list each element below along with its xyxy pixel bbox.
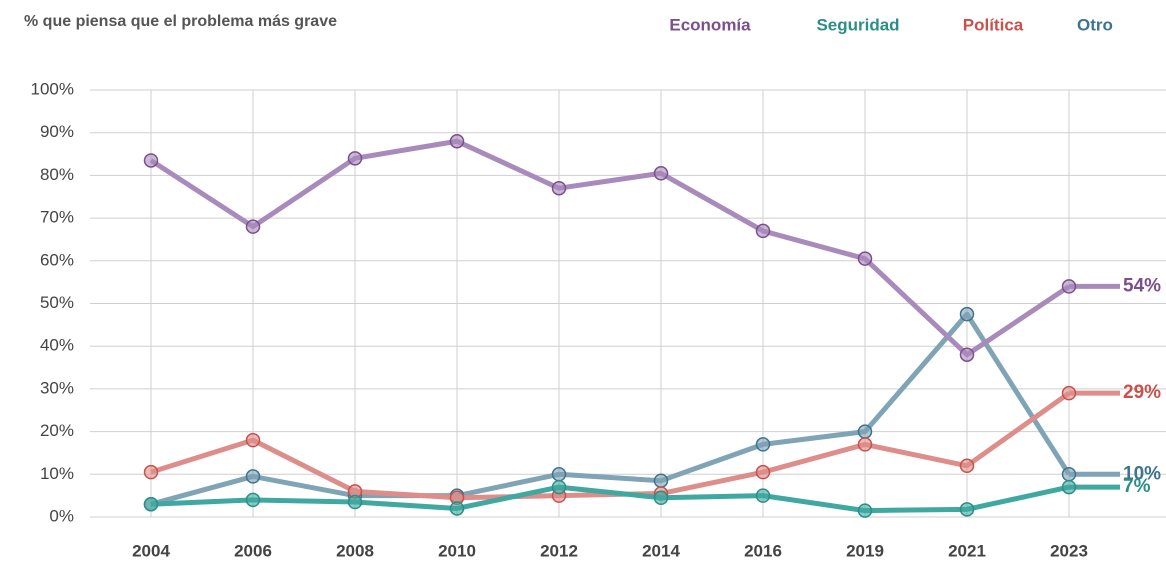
point <box>245 469 261 484</box>
point <box>347 151 363 166</box>
point <box>857 437 873 452</box>
end-label: 54% <box>1123 275 1161 296</box>
x-tick-label: 2014 <box>642 541 680 560</box>
y-tick-label: 0% <box>49 506 74 525</box>
x-tick-label: 2006 <box>234 541 272 560</box>
x-tick-label: 2008 <box>336 541 374 560</box>
x-tick-label: 2021 <box>948 541 986 560</box>
y-tick-label: 60% <box>40 250 74 269</box>
point <box>245 219 261 234</box>
point <box>857 503 873 518</box>
point <box>653 166 669 181</box>
point <box>143 153 159 168</box>
series-line <box>149 138 1071 358</box>
legend-entry: Seguridad <box>816 15 899 34</box>
legend-entry: Economía <box>669 15 751 34</box>
point <box>653 490 669 506</box>
point <box>449 501 465 516</box>
y-tick-label: 50% <box>40 293 74 312</box>
point <box>959 347 975 362</box>
end-label: 10% <box>1123 463 1161 484</box>
end-label: 7% <box>1123 476 1151 497</box>
x-tick-label: 2012 <box>540 541 578 560</box>
point <box>959 458 975 474</box>
y-tick-label: 70% <box>40 208 74 227</box>
y-tick-label: 100% <box>31 79 74 98</box>
subtitle: % que piensa que el problema más grave <box>24 13 337 30</box>
point <box>959 502 975 517</box>
point <box>449 133 465 149</box>
series-line <box>150 311 1072 507</box>
point <box>551 180 567 196</box>
y-tick-label: 20% <box>40 421 74 440</box>
x-tick-label: 2010 <box>438 541 476 560</box>
x-tick-label: 2004 <box>132 541 170 560</box>
point <box>143 464 159 480</box>
y-tick-label: 40% <box>40 336 74 355</box>
point <box>857 424 873 439</box>
point <box>1061 479 1077 495</box>
x-tick-label: 2019 <box>846 541 884 560</box>
point <box>1061 279 1077 294</box>
point <box>959 306 975 322</box>
point <box>245 432 261 448</box>
x-tick-label: 2016 <box>744 541 782 560</box>
point <box>755 223 771 239</box>
point <box>755 464 771 480</box>
y-tick-label: 80% <box>40 165 74 184</box>
legend-entry: Política <box>963 15 1024 34</box>
point <box>653 473 669 488</box>
point <box>551 479 567 495</box>
point <box>551 467 567 482</box>
series-line <box>150 484 1070 514</box>
y-tick-label: 30% <box>40 378 74 397</box>
end-label: 29% <box>1123 382 1161 403</box>
point <box>1061 385 1077 401</box>
legend-entry: Otro <box>1077 15 1113 34</box>
point <box>755 437 771 452</box>
point <box>1061 467 1077 482</box>
y-tick-label: 10% <box>40 464 74 483</box>
point <box>347 494 363 510</box>
point <box>857 251 873 266</box>
point <box>143 496 159 512</box>
point <box>245 492 261 508</box>
point <box>755 488 771 503</box>
x-tick-label: 2023 <box>1050 541 1088 560</box>
y-tick-label: 90% <box>40 122 74 141</box>
